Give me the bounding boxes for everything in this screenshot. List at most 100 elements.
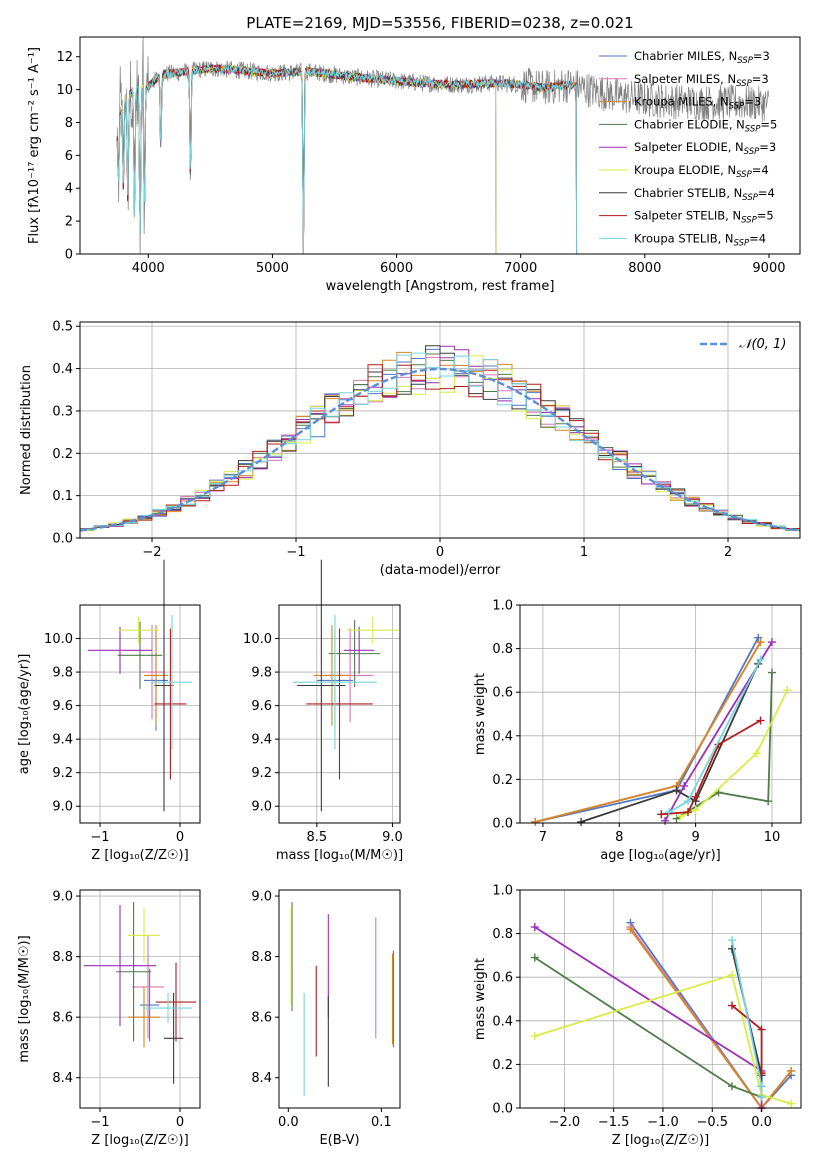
y-tick-label: 9.0 (52, 800, 73, 815)
y-tick-label: 9.8 (251, 666, 272, 681)
axes-frame (278, 889, 401, 1109)
model-spectrum-chabrier-elodie (116, 64, 497, 254)
y-tick-label: 0 (65, 248, 73, 263)
y-axis-label: Normed distribution (19, 365, 34, 495)
y-axis-label: age [log₁₀(age/yr)] (17, 654, 32, 775)
point-marker (757, 1082, 766, 1091)
x-tick-label: 0 (436, 545, 444, 560)
point-marker (727, 936, 736, 945)
x-tick-label: 6000 (380, 261, 413, 276)
series-salpeter-miles (629, 926, 792, 1110)
x-tick-label: −1 (286, 545, 305, 560)
axes-frame (278, 604, 401, 824)
legend-nssp: =4 (752, 163, 769, 177)
x-tick-label: 9 (691, 830, 699, 845)
plot-area-residuals (80, 345, 800, 532)
y-tick-label: 8 (65, 116, 73, 131)
y-axis-label: mass weight (473, 673, 488, 755)
point-marker (626, 925, 635, 934)
model-spectrum-kroupa-stelib (116, 65, 578, 254)
x-tick-label: 0.0 (278, 1115, 299, 1130)
y-tick-label: 0.2 (52, 447, 73, 462)
y-tick-label: 2 (65, 215, 73, 230)
y-tick-label: 9.6 (251, 699, 272, 714)
model-spectrum-chabrier-miles (116, 63, 578, 254)
point-marker (783, 686, 792, 695)
y-tick-label: 12 (56, 50, 73, 65)
y-tick-label: 8.6 (52, 1011, 73, 1026)
legend-model-name: Salpeter MILES (634, 72, 720, 86)
y-tick-label: 9.0 (251, 800, 272, 815)
model-spectrum-salpeter-elodie (116, 64, 497, 254)
legend-model-name: Chabrier STELIB (634, 186, 726, 200)
legend-nssp: =5 (760, 117, 777, 131)
series-chabrier-miles (629, 922, 792, 1110)
y-tick-label: 0.4 (492, 729, 513, 744)
y-tick-label: 0.8 (492, 927, 513, 942)
x-tick-label: 0.1 (371, 1115, 392, 1130)
point-marker (657, 810, 666, 819)
y-tick-label: 8.6 (251, 1011, 272, 1026)
panel-spectrum: 4000 5000 6000 7000 8000 9000 0 2 4 6 8 10 12 wavelen… (27, 14, 801, 294)
panel-mass-vs-ebv: 0.0 0.1 8.4 8.6 8.8 9.0 E(B-V) (251, 889, 401, 1148)
y-tick-label: 1.0 (492, 599, 513, 614)
point-marker (756, 716, 765, 725)
point-marker (757, 1025, 766, 1034)
legend-nssp: =3 (753, 49, 770, 63)
point-marker (680, 781, 689, 790)
point-marker (727, 1001, 736, 1010)
y-axis-label: mass weight (473, 958, 488, 1040)
y-tick-label: 0.3 (52, 404, 73, 419)
x-tick-label: 0.0 (751, 1115, 772, 1130)
series-chabrier-elodie (534, 956, 762, 1098)
legend-label: Chabrier MILES, NSSP=3 (634, 49, 770, 66)
plot-area-mass-vs-z (84, 902, 196, 1084)
legend-label: Chabrier STELIB, NSSP=4 (634, 186, 775, 203)
x-tick-label: 7 (539, 830, 547, 845)
point-marker (764, 797, 773, 806)
x-tick-label: −1.0 (647, 1115, 679, 1130)
y-tick-label: 0.5 (52, 320, 73, 335)
panel-massweight-vs-z: −2.0 −1.5 −1.0 −0.5 0.0 0.0 0.2 0.4 0.6 0.8 1.0 Z [… (473, 884, 802, 1148)
y-tick-label: 0.2 (492, 1058, 513, 1073)
plot-area-massweight-vs-age (531, 633, 792, 826)
y-tick-label: 0.0 (492, 1102, 513, 1117)
legend-nssp: =3 (744, 95, 761, 109)
y-tick-label: 0.4 (52, 362, 73, 377)
model-spectrum-salpeter-miles (116, 64, 578, 254)
point-marker (676, 812, 685, 821)
point-marker (754, 633, 763, 642)
point-marker (577, 817, 586, 826)
legend-nssp: =5 (757, 209, 774, 223)
x-tick-label: 5000 (256, 261, 289, 276)
histogram-salpeter-elodie (80, 345, 800, 531)
point-marker (661, 816, 670, 825)
point-marker (787, 1066, 796, 1075)
x-tick-label: 0 (176, 830, 184, 845)
axes-frame (79, 889, 201, 1109)
legend-label: Salpeter ELODIE, NSSP=3 (634, 140, 776, 157)
legend-label: Kroupa ELODIE, NSSP=4 (634, 163, 769, 180)
y-tick-label: 9.4 (251, 733, 272, 748)
model-spectrum-kroupa-elodie (116, 64, 497, 254)
legend-nssp: =4 (749, 231, 766, 245)
point-marker (531, 817, 540, 826)
y-tick-label: 1.0 (492, 884, 513, 899)
point-marker (727, 971, 736, 980)
panel-age-vs-z: −1 0 9.0 9.2 9.4 9.6 9.8 10.0 Z [log₁₀(Z/Z☉)] age… (17, 559, 201, 863)
y-tick-label: 8.8 (52, 950, 73, 965)
x-tick-label: 7000 (504, 261, 537, 276)
y-tick-label: 9.2 (52, 766, 73, 781)
panel-residuals: −2 −1 0 1 2 0.0 0.1 0.2 0.3 0.4 0.5 (data-model)/er… (19, 320, 801, 578)
legend-nssp: =3 (759, 140, 776, 154)
point-marker (672, 786, 681, 795)
plot-area-age-vs-mass (292, 559, 399, 812)
y-axis-label: Flux [fλ10⁻¹⁷ erg cm⁻² s⁻¹ A⁻¹] (27, 47, 42, 244)
y-tick-label: 10.0 (44, 632, 73, 647)
point-marker (683, 808, 692, 817)
histogram-salpeter-stelib (80, 364, 800, 530)
legend-label: Kroupa MILES, NSSP=3 (634, 95, 761, 112)
point-marker (691, 792, 700, 801)
legend-model-name: Chabrier MILES (634, 49, 721, 63)
x-tick-label: 1 (580, 545, 588, 560)
